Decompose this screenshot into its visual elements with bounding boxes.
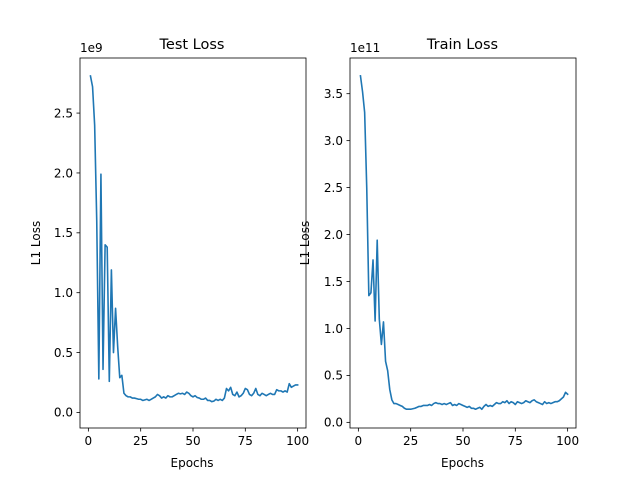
train-loss-x-tick-label: 50 [455,434,470,448]
test-loss-y-tick-label: 0.0 [54,406,73,420]
train-loss-x-tick-label: 75 [508,434,523,448]
train-loss-x-tick-label: 100 [556,434,579,448]
train-loss-y-tick-label: 3.0 [324,134,343,148]
train-loss-subplot: Train Loss Epochs L1 Loss 1e11 0 25 50 75 10… [298,37,579,470]
test-loss-y-tick-label: 1.5 [54,226,73,240]
test-loss-y-tick-label: 0.5 [54,346,73,360]
train-loss-y-tick-label: 1.0 [324,322,343,336]
train-loss-x-tick-label: 0 [355,434,363,448]
train-loss-y-tick-label: 1.5 [324,275,343,289]
test-loss-x-tick-label: 0 [85,434,93,448]
train-loss-x-axis-label: Epochs [441,456,484,470]
train-loss-y-tick-label: 2.5 [324,181,343,195]
test-loss-x-axis-label: Epochs [171,456,214,470]
train-loss-x-tick-label: 25 [403,434,418,448]
test-loss-x-tick-label: 50 [185,434,200,448]
train-loss-y-tick-label: 3.5 [324,87,343,101]
train-loss-title: Train Loss [426,37,498,53]
train-loss-y-tick-label: 2.0 [324,228,343,242]
train-loss-y-axis-label: L1 Loss [298,221,312,265]
train-loss-y-tick-label: 0.0 [324,416,343,430]
test-loss-title: Test Loss [159,37,225,53]
train-loss-y-offset-text: 1e11 [350,41,380,55]
test-loss-x-tick-label: 25 [133,434,148,448]
test-loss-x-tick-label: 75 [238,434,253,448]
test-loss-x-tick-label: 100 [286,434,309,448]
test-loss-y-tick-label: 2.0 [54,166,73,180]
test-loss-subplot: Test Loss Epochs L1 Loss 1e9 0 25 50 75 100 0… [29,37,309,470]
test-loss-y-offset-text: 1e9 [80,41,103,55]
test-loss-y-tick-label: 1.0 [54,286,73,300]
train-loss-series-line-0 [359,74,569,411]
test-loss-series-line-0 [89,75,299,403]
train-loss-y-tick-label: 0.5 [324,369,343,383]
test-loss-y-tick-label: 2.5 [54,106,73,120]
test-loss-y-axis-label: L1 Loss [29,221,43,265]
